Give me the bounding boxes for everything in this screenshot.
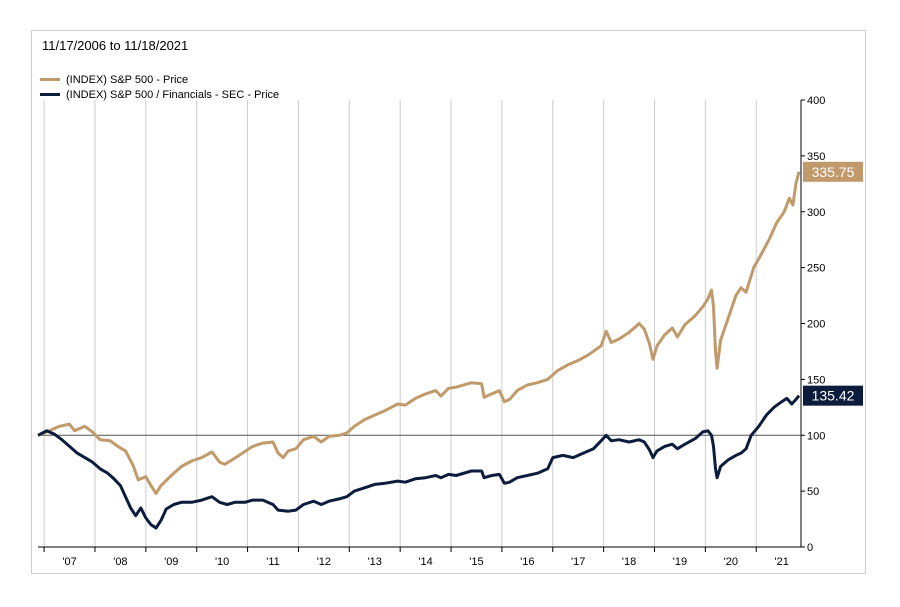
x-tick-label: '18 [622, 556, 636, 568]
x-tick-label: '12 [317, 556, 331, 568]
x-tick-label: '14 [418, 556, 432, 568]
date-range-label: 11/17/2006 to 11/18/2021 [42, 38, 189, 53]
x-tick-label: '08 [113, 556, 127, 568]
x-tick-label: '07 [62, 556, 76, 568]
legend-item-financials: (INDEX) S&P 500 / Financials - SEC - Pri… [40, 87, 279, 102]
legend-label-sp500: (INDEX) S&P 500 - Price [66, 73, 189, 86]
x-tick-label: '19 [673, 556, 687, 568]
x-tick-label: '09 [164, 556, 178, 568]
chart-legend: (INDEX) S&P 500 - Price (INDEX) S&P 500 … [40, 72, 279, 102]
legend-swatch-financials [40, 93, 60, 96]
y-tick-label: 400 [807, 95, 825, 107]
series-line-sp500 [37, 171, 801, 495]
x-tick-label: '20 [724, 556, 738, 568]
y-tick-label: 300 [807, 207, 825, 219]
x-tick-label: '16 [520, 556, 534, 568]
x-tick-label: '21 [774, 556, 788, 568]
y-tick-label: 100 [807, 430, 825, 442]
end-value-badge [803, 385, 863, 406]
y-tick-label: 50 [807, 486, 819, 498]
series-line-financials [37, 394, 801, 530]
y-tick-label: 0 [807, 542, 813, 554]
chart-frame [31, 30, 866, 574]
y-tick-label: 200 [807, 319, 825, 331]
x-tick-label: '15 [469, 556, 483, 568]
end-value-label: 335.75 [812, 164, 855, 180]
x-tick-label: '13 [368, 556, 382, 568]
legend-label-financials: (INDEX) S&P 500 / Financials - SEC - Pri… [66, 88, 280, 101]
x-tick-label: '10 [215, 556, 229, 568]
legend-swatch-sp500 [40, 78, 60, 81]
x-tick-label: '11 [266, 556, 280, 568]
end-value-label: 135.42 [812, 388, 855, 404]
end-value-badge [803, 161, 863, 182]
y-tick-label: 150 [807, 374, 825, 386]
y-tick-label: 250 [807, 263, 825, 275]
y-tick-label: 350 [807, 151, 825, 163]
legend-item-sp500: (INDEX) S&P 500 - Price [40, 72, 279, 87]
x-tick-label: '17 [571, 556, 585, 568]
